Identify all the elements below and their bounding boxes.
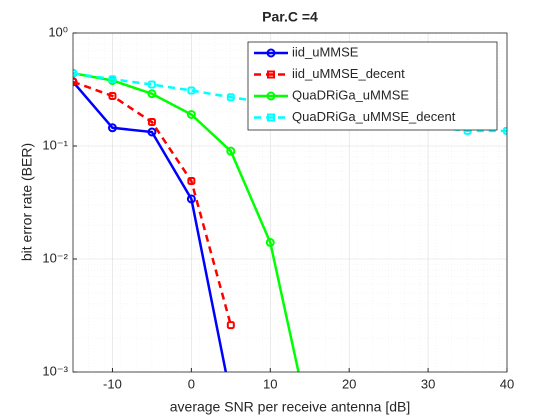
marker <box>226 93 235 102</box>
marker <box>73 77 77 86</box>
legend-marker <box>267 70 275 79</box>
chart-title: Par.C =4 <box>262 9 318 25</box>
marker <box>186 194 196 204</box>
legend-marker <box>267 113 275 122</box>
x-tick-label: -10 <box>103 376 122 391</box>
legend: iid_uMMSE iid_uMMSE_decent QuaDRiGa_uMMSE Q… <box>247 41 498 131</box>
x-tick-label: 10 <box>263 376 277 391</box>
y-tick-label: 10⁻³ <box>42 363 68 378</box>
marker <box>503 126 507 135</box>
marker <box>147 118 156 127</box>
y-tick-label: 10⁻² <box>42 250 68 265</box>
y-tick-label: 10⁰ <box>48 24 68 39</box>
legend-label: iid_uMMSE_decent <box>292 66 405 81</box>
marker <box>108 75 117 84</box>
x-axis-label: average SNR per receive antenna [dB] <box>170 399 410 415</box>
legend-label: QuaDRiGa_uMMSE <box>292 87 409 102</box>
marker <box>187 177 196 186</box>
marker <box>147 127 157 137</box>
marker <box>226 321 235 330</box>
series-line <box>73 72 300 372</box>
legend-label: iid_uMMSE <box>292 44 359 59</box>
marker <box>186 110 196 120</box>
marker <box>107 123 117 133</box>
series-line <box>73 80 233 326</box>
legend-marker <box>266 48 276 58</box>
marker <box>73 69 77 78</box>
legend-box <box>247 41 498 131</box>
marker <box>147 80 156 89</box>
marker <box>187 86 196 95</box>
axes-box <box>72 32 508 373</box>
marker <box>226 146 236 156</box>
x-tick-label: 40 <box>500 376 514 391</box>
legend-label: QuaDRiGa_uMMSE_decent <box>292 109 456 124</box>
series-line <box>73 80 228 372</box>
x-tick-label: 20 <box>342 376 356 391</box>
marker <box>108 91 117 100</box>
y-axis-label: bit error rate (BER) <box>19 143 35 261</box>
marker <box>147 89 157 99</box>
marker <box>265 237 275 247</box>
x-tick-label: 0 <box>188 376 195 391</box>
x-tick-label: 30 <box>421 376 435 391</box>
legend-marker <box>266 91 276 101</box>
y-tick-label: 10⁻¹ <box>42 137 68 152</box>
